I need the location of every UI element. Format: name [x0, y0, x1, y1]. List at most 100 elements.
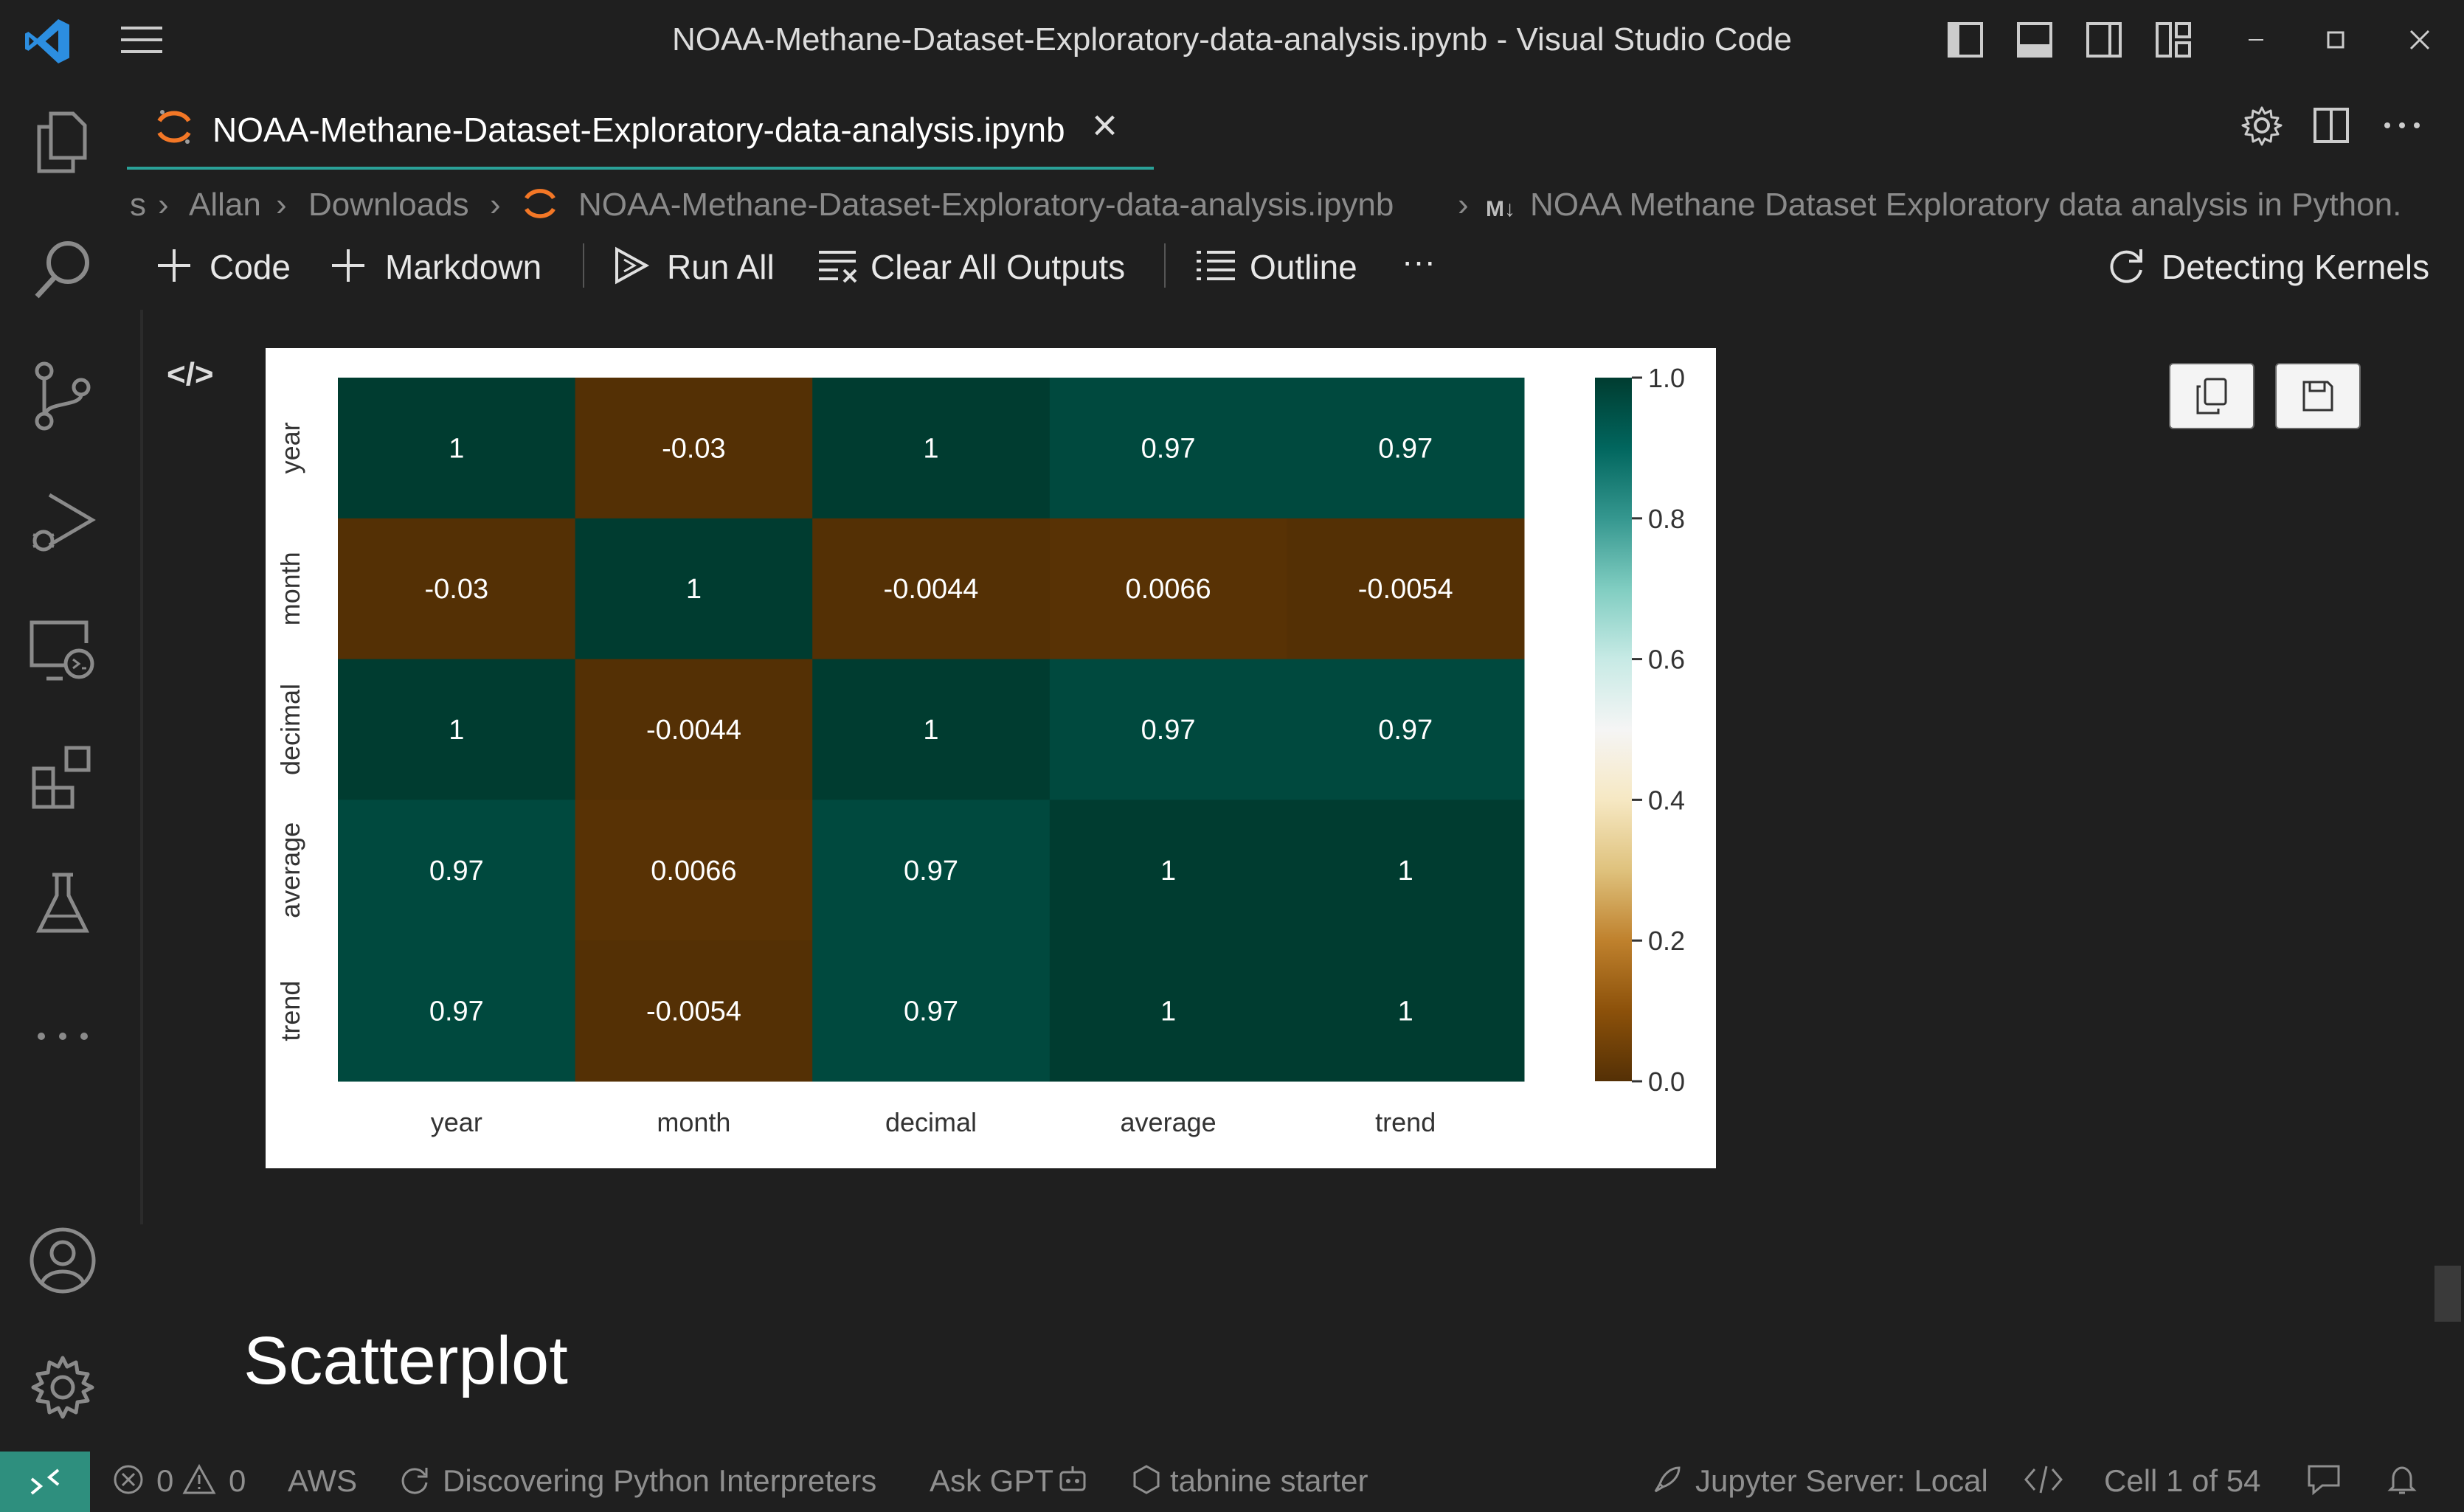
copy-output-button[interactable] — [2169, 363, 2254, 429]
warning-icon — [181, 1462, 217, 1497]
heatmap-annotation: 0.0066 — [651, 856, 736, 887]
x-tick-label: month — [657, 1107, 730, 1137]
kernel-picker[interactable]: Detecting Kernels — [2162, 248, 2430, 286]
minimize-icon[interactable] — [2235, 19, 2277, 60]
heatmap-annotation: 0.97 — [904, 856, 958, 887]
y-tick-label: average — [275, 822, 305, 918]
breadcrumb-item[interactable]: NOAA Methane Dataset Exploratory data an… — [1530, 187, 2402, 223]
heatmap-cell — [1287, 659, 1525, 800]
status-bar — [0, 1452, 2464, 1512]
heatmap-cell — [338, 800, 576, 941]
active-tab-indicator — [127, 167, 1154, 170]
heatmap-cell — [1287, 800, 1525, 941]
python-interpreter-status[interactable]: Discovering Python Interpreters — [443, 1463, 877, 1498]
heatmap-cell — [812, 378, 1051, 519]
bell-icon[interactable] — [2384, 1462, 2420, 1497]
heatmap-cell — [575, 800, 813, 941]
colorbar-tick-label: 0.2 — [1648, 926, 1685, 956]
cell-focus-bar — [140, 310, 143, 1224]
save-icon — [2299, 378, 2336, 415]
code-icon[interactable] — [2023, 1462, 2064, 1497]
clear-outputs-icon — [816, 243, 860, 288]
breadcrumb-item[interactable]: Allan — [189, 187, 261, 223]
correlation-heatmap: 1 -0.03 1 0.97 0.97 -0.03 1 -0.0044 0.0066 -0.005… — [275, 363, 1685, 1137]
y-tick-label: trend — [275, 981, 305, 1041]
heatmap-cell — [575, 940, 813, 1082]
explorer-icon[interactable] — [15, 94, 111, 190]
heatmap-cell — [338, 659, 576, 800]
account-icon[interactable] — [15, 1213, 111, 1308]
colorbar-tick-label: 0.0 — [1648, 1067, 1685, 1097]
remote-indicator-button[interactable] — [0, 1452, 90, 1512]
heatmap-annotation: 1 — [449, 433, 464, 464]
heatmap-cell — [812, 659, 1051, 800]
search-icon[interactable] — [15, 221, 111, 317]
heatmap-cell — [575, 378, 813, 519]
breadcrumb-item[interactable]: s — [130, 187, 146, 223]
breadcrumb-item[interactable]: Downloads — [308, 187, 469, 223]
heatmap-cell — [575, 659, 813, 800]
breadcrumb-separator: › — [276, 187, 287, 223]
aws-status[interactable]: AWS — [288, 1463, 358, 1498]
layout-sidebar-icon[interactable] — [1945, 19, 1986, 60]
editor-scrollbar[interactable] — [2434, 1266, 2461, 1322]
plus-icon — [153, 243, 195, 288]
tabnine-status[interactable]: tabnine starter — [1170, 1463, 1368, 1498]
heatmap-annotation: -0.0044 — [646, 715, 741, 746]
colorbar-tick-label: 0.8 — [1648, 504, 1685, 534]
window-title: NOAA-Methane-Dataset-Exploratory-data-an… — [672, 21, 1792, 58]
toolbar-divider — [583, 243, 584, 288]
feedback-icon[interactable] — [2305, 1462, 2343, 1497]
save-output-button[interactable] — [2275, 363, 2361, 429]
heatmap-cell — [575, 518, 813, 660]
extensions-icon[interactable] — [15, 729, 111, 825]
cell-position[interactable]: Cell 1 of 54 — [2104, 1463, 2261, 1498]
maximize-icon[interactable] — [2315, 19, 2356, 60]
warning-count[interactable]: 0 — [229, 1463, 246, 1498]
colorbar-tick-label: 0.4 — [1648, 785, 1685, 815]
heatmap-annotation: 1 — [449, 715, 464, 746]
breadcrumb-item[interactable]: NOAA-Methane-Dataset-Exploratory-data-an… — [578, 187, 1394, 223]
jupyter-server-status[interactable]: Jupyter Server: Local — [1695, 1463, 1988, 1498]
heatmap-annotation: -0.0054 — [646, 996, 741, 1027]
heatmap-cell — [1049, 518, 1287, 660]
heatmap-annotation: -0.0044 — [884, 574, 979, 605]
run-all-button[interactable]: Run All — [667, 248, 775, 286]
ellipsis-icon[interactable] — [2380, 103, 2424, 148]
heatmap-cell — [338, 940, 576, 1082]
menu-icon[interactable] — [118, 22, 165, 58]
heatmap-cell — [1049, 659, 1287, 800]
manage-gear-icon[interactable] — [15, 1339, 111, 1435]
markdown-badge: M↓ — [1486, 197, 1515, 221]
vscode-logo-icon — [21, 15, 74, 68]
settings-gear-icon[interactable] — [2240, 103, 2284, 148]
remote-indicator-icon — [27, 1464, 63, 1499]
testing-icon[interactable] — [15, 856, 111, 951]
toolbar-divider — [1164, 243, 1166, 288]
layout-panel-icon[interactable] — [2014, 19, 2055, 60]
heatmap-annotation: 1 — [1398, 856, 1413, 887]
source-control-icon[interactable] — [15, 348, 111, 444]
code-icon[interactable]: </> — [167, 356, 214, 392]
colorbar — [1595, 378, 1632, 1081]
tab-close-button[interactable]: × — [1092, 100, 1118, 150]
robot-icon — [1055, 1462, 1090, 1497]
activity-bar — [0, 80, 125, 1452]
layout-custom-icon[interactable] — [2153, 19, 2194, 60]
outline-button[interactable]: Outline — [1250, 248, 1357, 286]
more-icon[interactable] — [15, 988, 111, 1084]
y-tick-label: year — [275, 422, 305, 474]
add-code-cell-button[interactable]: Code — [210, 248, 291, 286]
error-count[interactable]: 0 — [156, 1463, 174, 1498]
run-debug-icon[interactable] — [15, 475, 111, 571]
close-icon[interactable] — [2399, 19, 2440, 60]
clear-all-outputs-button[interactable]: Clear All Outputs — [871, 248, 1126, 286]
ask-gpt-button[interactable]: Ask GPT — [930, 1463, 1054, 1498]
split-editor-icon[interactable] — [2309, 103, 2353, 148]
sync-icon — [397, 1462, 432, 1497]
add-markdown-cell-button[interactable]: Markdown — [385, 248, 542, 286]
layout-secondary-icon[interactable] — [2083, 19, 2125, 60]
remote-explorer-icon[interactable] — [15, 602, 111, 698]
toolbar-more-button[interactable]: ··· — [1402, 242, 1436, 280]
heatmap-annotation: 0.97 — [1141, 433, 1196, 464]
